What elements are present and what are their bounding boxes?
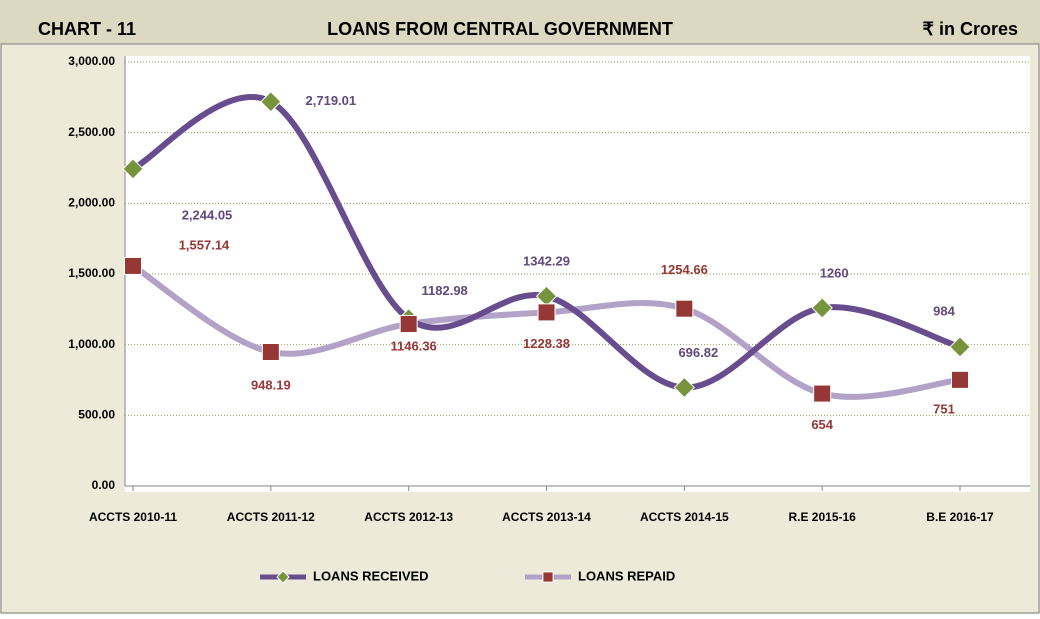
- marker: [276, 570, 290, 584]
- data-label: 1,557.14: [179, 237, 230, 252]
- data-label: 2,719.01: [306, 93, 357, 108]
- y-tick-label: 1,500.00: [68, 266, 115, 280]
- x-tick-label: ACCTS 2011-12: [227, 510, 315, 524]
- y-tick-label: 0.00: [92, 478, 116, 492]
- chart-border: [0, 43, 1040, 614]
- marker: [951, 370, 969, 389]
- data-label: 1342.29: [523, 254, 570, 269]
- y-tick-label: 2,500.00: [68, 125, 115, 139]
- y-tick-label: 3,000.00: [68, 54, 115, 68]
- header-bar: [0, 0, 1040, 44]
- unit-label: ₹ in Crores: [923, 19, 1018, 39]
- data-label: 1146.36: [391, 338, 437, 353]
- data-label: 696.82: [678, 345, 718, 360]
- y-tick-label: 500.00: [78, 408, 115, 422]
- x-tick-label: ACCTS 2012-13: [364, 510, 453, 524]
- x-tick-label: ACCTS 2010-11: [89, 510, 177, 524]
- data-label: 1228.38: [523, 336, 570, 351]
- marker: [673, 376, 696, 399]
- marker: [811, 297, 833, 319]
- marker: [813, 384, 832, 403]
- marker: [122, 158, 144, 180]
- data-label: 984: [933, 303, 955, 318]
- data-label: 751: [933, 401, 955, 416]
- data-label: 654: [811, 417, 833, 432]
- header-left: CHART - 11: [38, 19, 136, 39]
- marker: [675, 299, 694, 318]
- data-label: 948.19: [251, 377, 291, 392]
- marker: [542, 571, 554, 583]
- x-tick-label: R.E 2015-16: [788, 510, 856, 524]
- legend-label: LOANS RECEIVED: [313, 568, 429, 583]
- data-label: 1260: [820, 265, 849, 280]
- marker: [261, 342, 280, 361]
- x-tick-label: B.E 2016-17: [926, 510, 994, 524]
- marker: [124, 256, 142, 275]
- data-label: 2,244.05: [182, 207, 233, 222]
- chart-title: LOANS FROM CENTRAL GOVERNMENT: [327, 19, 673, 39]
- x-tick-label: ACCTS 2013-14: [502, 510, 591, 524]
- x-tick-label: ACCTS 2014-15: [640, 510, 729, 524]
- data-label: 1182.98: [422, 283, 468, 298]
- marker: [399, 314, 418, 333]
- marker: [949, 336, 971, 358]
- marker: [537, 303, 556, 322]
- data-label: 1254.66: [661, 262, 708, 277]
- legend-label: LOANS REPAID: [578, 568, 675, 583]
- y-tick-label: 2,000.00: [68, 196, 115, 210]
- marker: [260, 91, 282, 113]
- y-tick-label: 1,000.00: [68, 337, 115, 351]
